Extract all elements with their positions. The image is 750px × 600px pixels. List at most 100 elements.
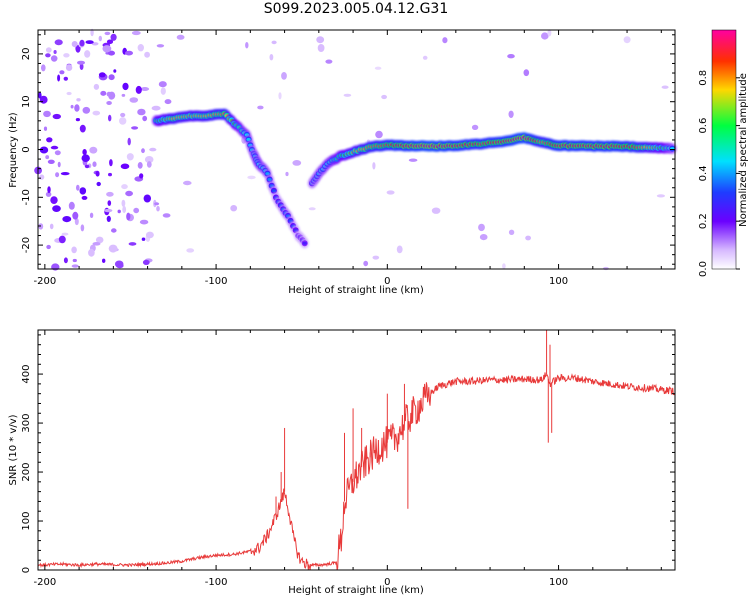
spectrogram-noise-blob (45, 191, 52, 197)
spectrogram-noise-blob (95, 170, 100, 177)
spectrogram-x-tick-label: -100 (205, 276, 228, 287)
spectrogram-noise-blob (81, 195, 88, 200)
spectrogram-noise-blob (541, 32, 549, 40)
spectrogram-noise-blob (325, 59, 333, 64)
spectrogram-noise-blob (45, 53, 51, 58)
spectrogram-noise-blob (104, 31, 111, 36)
spectrogram-noise-blob (76, 98, 81, 102)
snr-frame (37, 329, 676, 571)
spectrogram-noise-blob (137, 44, 144, 52)
spectrogram-x-axis-label: Height of straight line (km) (288, 285, 424, 296)
spectrogram-noise-blob (145, 231, 154, 239)
spectrogram-noise-blob (50, 55, 58, 62)
spectrogram-noise-blob (111, 228, 117, 233)
spectrogram-ridge (152, 108, 677, 249)
spectrogram-noise-blob (108, 244, 118, 253)
spectrogram-noise-blob (47, 159, 55, 164)
spectrogram-noise-blob (139, 173, 144, 179)
spectrogram-noise-blob (186, 248, 195, 253)
spectrogram-x-ticks: -200 -100 0 100 (33, 30, 662, 287)
spectrogram-noise-blob (79, 63, 84, 70)
spectrogram-noise-blob (142, 115, 148, 122)
spectrogram-noise-blob (79, 187, 87, 195)
spectrogram-noise-blob (122, 205, 127, 214)
spectrogram-noise-blob (478, 223, 485, 232)
spectrogram-noise-blob (76, 184, 80, 191)
spectrogram-y-axis-label: Frequency (Hz) (8, 112, 19, 188)
spectrogram-noise-blob (386, 190, 395, 195)
spectrogram-noise-blob (92, 161, 97, 167)
spectrogram-noise-blob (422, 55, 428, 60)
spectrogram-noise-blob (140, 87, 150, 91)
spectrogram-noise-blob (120, 163, 130, 170)
colorbar-tick-label: 0.0 (698, 261, 709, 277)
spectrogram-noise-blob (49, 223, 54, 230)
spectrogram-noise-blob (661, 85, 669, 89)
spectrogram-noise-blob (53, 50, 57, 54)
spectrogram-noise-blob (372, 255, 380, 260)
spectrogram-noise-blob (82, 106, 91, 114)
spectrogram-noise-blob (143, 194, 151, 203)
snr-x-tick-label: 0 (384, 577, 390, 588)
spectrogram-noise-blob (102, 45, 112, 53)
spectrogram-x-tick-label: 100 (549, 276, 568, 287)
spectrogram-noise-blob (122, 82, 129, 91)
spectrogram-noise-blob (57, 74, 61, 82)
snr-y-tick-label: 0 (21, 567, 32, 573)
spectrogram-noise-blob (84, 164, 90, 169)
spectrogram-noise-blob (95, 236, 104, 244)
spectrogram-noise-blob (74, 104, 80, 112)
spectrogram-noise-blob (116, 263, 124, 269)
spectrogram-noise-blob (156, 205, 160, 212)
spectrogram-noise-blob (71, 264, 79, 268)
spectrogram-noise-blob (137, 162, 143, 169)
snr-y-tick-label: 300 (21, 414, 32, 433)
spectrogram-noise-blob (230, 205, 238, 212)
spectrogram-noise-blob (70, 104, 74, 109)
colorbar-ticks: 0.0 0.2 0.4 0.6 0.8 (698, 70, 740, 277)
spectrogram-noise-blob (375, 130, 383, 139)
spectrogram-noise-blob (162, 213, 171, 218)
spectrogram-noise-blob (89, 212, 94, 218)
spectrogram-noise-blob (39, 146, 49, 154)
spectrogram-noise-blob (126, 212, 131, 221)
spectrogram-noise-blob (281, 72, 287, 80)
spectrogram-x-tick-label: 0 (384, 276, 390, 287)
spectrogram-noise-blob (144, 156, 154, 163)
spectrogram-noise-blob (523, 69, 530, 77)
spectrogram-noise-blob (125, 50, 133, 56)
spectrogram-noise-blob (88, 248, 95, 257)
spectrogram-noise-blob (108, 114, 112, 122)
spectrogram-noise-blob (144, 51, 151, 58)
spectrogram-noise-blob (343, 93, 352, 97)
spectrogram-noise-blob (129, 97, 139, 103)
spectrogram-noise-blob (52, 113, 61, 120)
spectrogram-noise-blob (142, 259, 150, 265)
spectrogram-noise-blob (91, 42, 99, 46)
spectrogram-noise-blob (71, 41, 78, 48)
spectrogram-noise-blob (39, 174, 45, 180)
spectrogram-noise-blob (623, 36, 631, 44)
spectrogram-noise-blob (408, 158, 418, 162)
spectrogram-noise-blob (75, 44, 81, 53)
spectrogram-noise-blob (96, 181, 101, 187)
spectrogram-noise-blob (525, 235, 531, 241)
spectrogram-noise-blob (154, 202, 160, 206)
spectrogram-noise-blob (278, 92, 282, 100)
spectrogram-noise-blob (84, 50, 91, 58)
spectrogram-y-tick-label: -10 (21, 189, 32, 205)
spectrogram-noise-blob (431, 207, 441, 214)
spectrogram-noise-blob (43, 126, 48, 131)
snr-panel: -200 -100 0 100 0 100 200 300 400 Height of str… (8, 329, 676, 596)
spectrogram-noise (34, 28, 669, 271)
spectrogram-noise-blob (160, 87, 166, 95)
spectrogram-noise-blob (79, 39, 85, 47)
spectrogram-noise-blob (164, 99, 172, 105)
spectrogram-noise-blob (109, 159, 113, 167)
spectrogram-noise-blob (126, 153, 134, 161)
spectrogram-noise-blob (139, 219, 149, 225)
ridge-core (267, 178, 272, 181)
spectrogram-noise-blob (316, 36, 325, 44)
